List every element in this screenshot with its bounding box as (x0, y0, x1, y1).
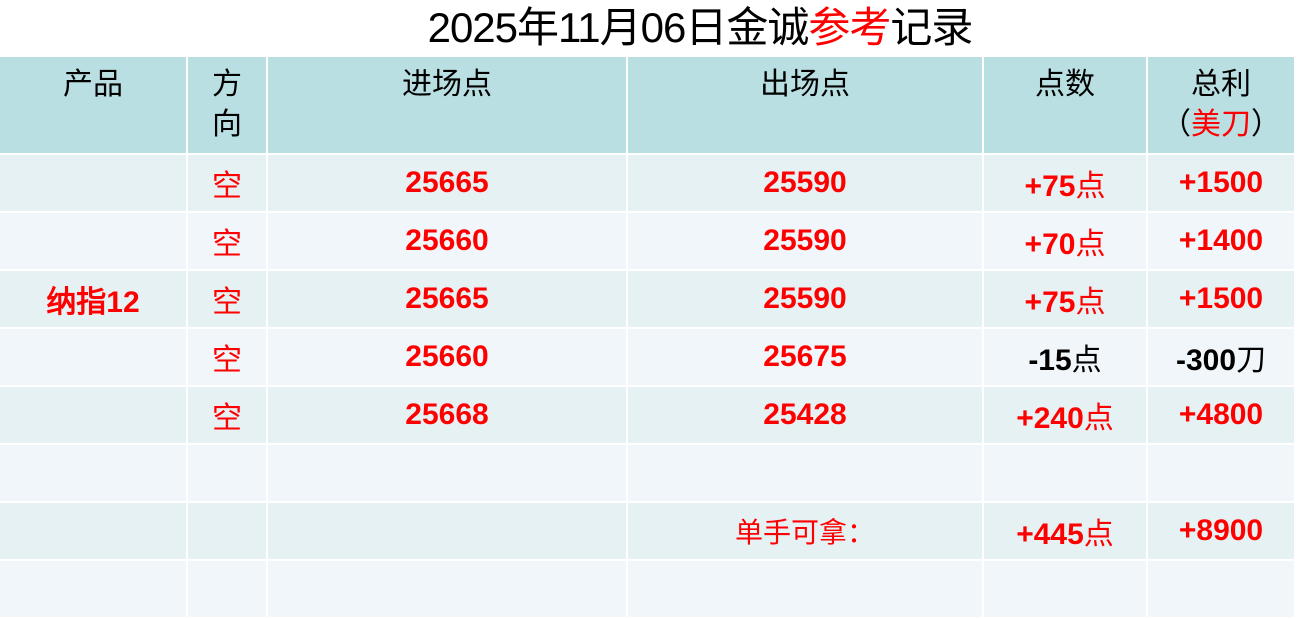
points-unit: 点 (1075, 286, 1106, 319)
points-unit: 点 (1075, 228, 1106, 261)
entry-cell: 25668 (268, 387, 626, 443)
entry-cell: 25660 (268, 329, 626, 385)
header-direction: 方向 (188, 57, 266, 153)
header-direction-line2: 向 (212, 107, 242, 142)
direction-cell: 空 (188, 213, 266, 269)
profit-unit: 刀 (1236, 344, 1267, 377)
table-row: 空 25660 25675 -15点 -300刀 (0, 329, 1294, 385)
header-profit-unit: 美刀 (1191, 107, 1251, 142)
table-row: 纳指12 空 25665 25590 +75点 +1500 (0, 155, 1294, 443)
title-date: 2025年11月06日金诚 (427, 4, 810, 51)
paren: （ (1161, 107, 1191, 142)
points-unit: 点 (1071, 344, 1102, 377)
total-label: 单手可拿： (628, 503, 982, 559)
profit-cell: +1500 (1148, 155, 1294, 211)
header-entry: 进场点 (268, 57, 626, 153)
header-profit: 总利 （美刀） (1148, 57, 1294, 153)
table-row: 空 25660 25590 +70点 +1400 (0, 213, 1294, 269)
direction-cell: 空 (188, 387, 266, 443)
table-row: 空 25665 25590 +75点 +1500 (0, 271, 1294, 327)
points-cell: +75点 (984, 155, 1146, 211)
exit-cell: 25675 (628, 329, 982, 385)
header-exit: 出场点 (628, 57, 982, 153)
points-cell: +240点 (984, 387, 1146, 443)
header-direction-line1: 方 (212, 67, 242, 102)
profit-cell: +1400 (1148, 213, 1294, 269)
profit-cell: +4800 (1148, 387, 1294, 443)
trade-record-table: 产品 方向 进场点 出场点 点数 总利 （美刀） 纳指12 空 25665 25590 +… (0, 55, 1296, 619)
direction-cell: 空 (188, 155, 266, 211)
exit-cell: 25590 (628, 155, 982, 211)
exit-cell: 25590 (628, 213, 982, 269)
header-product: 产品 (0, 57, 186, 153)
entry-cell: 25665 (268, 155, 626, 211)
profit-value: +1500 (1178, 282, 1264, 315)
profit-cell: -300刀 (1148, 329, 1294, 385)
product-cell: 纳指12 (0, 155, 186, 443)
table-row: 空 25668 25428 +240点 +4800 (0, 387, 1294, 443)
profit-value: +4800 (1178, 398, 1264, 431)
product-name: 纳指12 (46, 286, 140, 319)
profit-value: +1400 (1178, 224, 1264, 257)
direction-cell: 空 (188, 329, 266, 385)
points-unit: 点 (1083, 402, 1114, 435)
paren: ） (1251, 107, 1281, 142)
profit-cell: +1500 (1148, 271, 1294, 327)
empty-row (0, 445, 1294, 501)
profit-value: -300 (1175, 344, 1237, 377)
total-points-value: +445 (1016, 518, 1084, 551)
entry-cell: 25660 (268, 213, 626, 269)
page-title: 2025年11月06日金诚参考记录 (0, 2, 1315, 54)
direction-cell: 空 (188, 271, 266, 327)
profit-value: +1500 (1178, 166, 1264, 199)
points-value: +75 (1024, 286, 1076, 319)
total-row: 单手可拿： +445点 +8900 (0, 503, 1294, 559)
title-suffix: 记录 (890, 4, 973, 51)
points-value: +240 (1016, 402, 1084, 435)
total-points: +445点 (984, 503, 1146, 559)
exit-cell: 25428 (628, 387, 982, 443)
points-value: +70 (1024, 228, 1076, 261)
header-points: 点数 (984, 57, 1146, 153)
points-cell: +75点 (984, 271, 1146, 327)
points-unit: 点 (1083, 518, 1114, 551)
points-cell: +70点 (984, 213, 1146, 269)
header-profit-line1: 总利 (1191, 67, 1251, 102)
total-profit: +8900 (1148, 503, 1294, 559)
entry-cell: 25665 (268, 271, 626, 327)
points-cell: -15点 (984, 329, 1146, 385)
empty-row (0, 561, 1294, 617)
points-value: +75 (1024, 170, 1076, 203)
exit-cell: 25590 (628, 271, 982, 327)
header-row: 产品 方向 进场点 出场点 点数 总利 （美刀） (0, 57, 1294, 153)
points-unit: 点 (1075, 170, 1106, 203)
points-value: -15 (1028, 344, 1072, 377)
title-highlight: 参考 (808, 4, 891, 51)
